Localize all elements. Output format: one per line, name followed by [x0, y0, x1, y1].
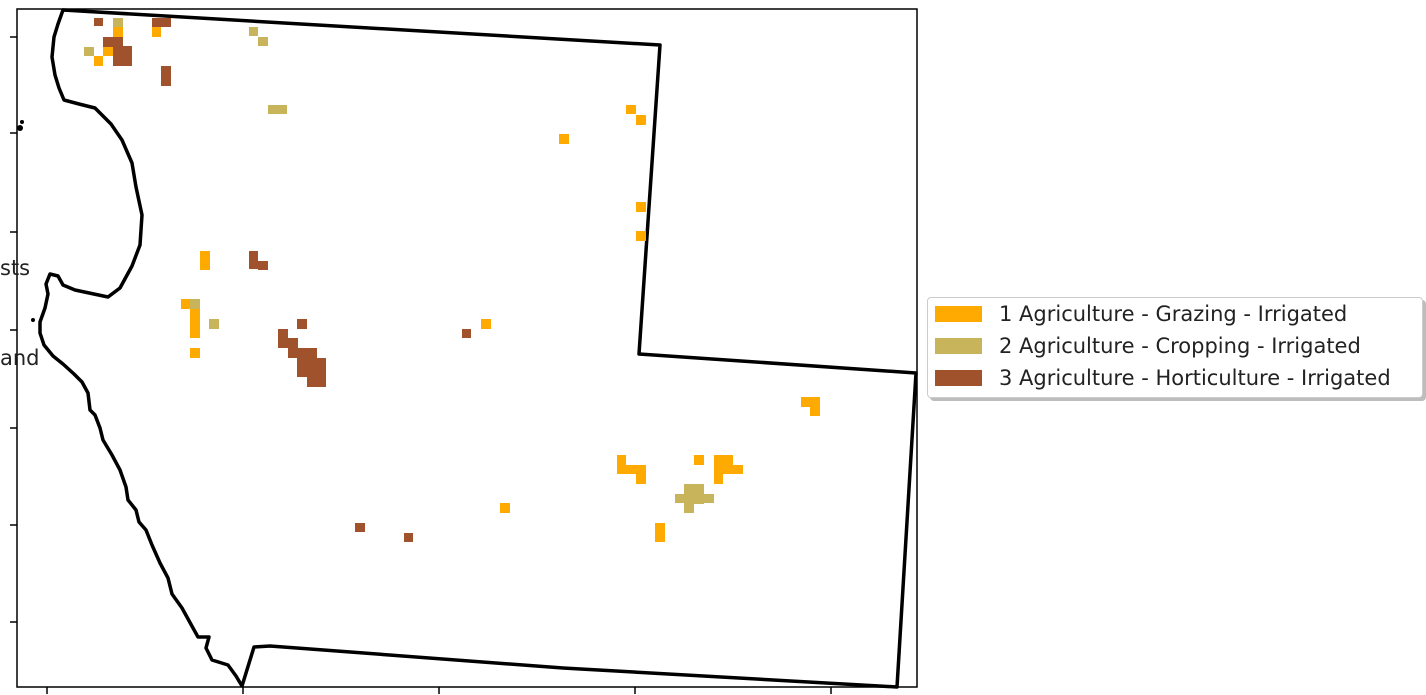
legend: 1 Agriculture - Grazing - Irrigated 2 Ag… — [927, 297, 1423, 398]
legend-swatch-grazing — [935, 306, 982, 322]
horticulture-cell — [307, 358, 326, 387]
horticulture-cell — [297, 319, 307, 329]
island-dot — [31, 318, 35, 322]
cropping-cell — [675, 494, 714, 503]
grazing-cell — [617, 455, 626, 474]
cropping-cell — [84, 47, 94, 56]
grazing-cell — [190, 348, 200, 358]
horticulture-cell — [249, 251, 258, 269]
land-use-cells — [84, 18, 820, 542]
cropping-cell — [268, 105, 287, 114]
horticulture-cell — [94, 18, 103, 26]
grazing-cell — [801, 397, 820, 407]
cropping-cell — [190, 299, 200, 309]
cropping-cell — [684, 503, 694, 513]
grazing-cell — [714, 474, 723, 484]
cut-off-label: and — [0, 346, 40, 370]
grazing-cell — [810, 406, 820, 416]
map-frame — [16, 8, 918, 688]
grazing-cell — [655, 523, 665, 542]
legend-label: 3 Agriculture - Horticulture - Irrigated — [999, 366, 1391, 390]
grazing-cell — [626, 105, 636, 114]
island-dot — [20, 120, 24, 124]
legend-swatch-horticulture — [935, 370, 982, 386]
cropping-cell — [209, 319, 219, 329]
grazing-cell — [714, 465, 743, 474]
y-axis-ticks — [10, 36, 17, 623]
legend-swatch-cropping — [935, 338, 982, 354]
grazing-cell — [559, 134, 569, 144]
horticulture-cell — [103, 37, 123, 47]
cropping-cell — [113, 18, 123, 28]
legend-label: 1 Agriculture - Grazing - Irrigated — [999, 302, 1348, 326]
grazing-cell — [636, 474, 646, 484]
grazing-cell — [181, 299, 190, 309]
x-axis-ticks — [46, 687, 832, 694]
grazing-cell — [500, 503, 510, 513]
horticulture-cell — [355, 523, 365, 532]
cropping-cell — [249, 27, 258, 36]
cut-off-label: sts — [0, 256, 31, 280]
horticulture-cell — [258, 261, 268, 270]
horticulture-cell — [113, 46, 132, 66]
grazing-cell — [113, 27, 123, 37]
grazing-cell — [481, 319, 491, 329]
cropping-cell — [258, 37, 268, 46]
grazing-cell — [190, 309, 200, 338]
grazing-cell — [636, 115, 646, 125]
grazing-cell — [626, 465, 646, 474]
horticulture-cell — [152, 18, 171, 27]
grazing-cell — [636, 231, 646, 241]
horticulture-cell — [404, 533, 413, 542]
grazing-cell — [94, 56, 103, 66]
horticulture-cell — [288, 338, 298, 358]
horticulture-cell — [278, 329, 288, 348]
grazing-cell — [152, 27, 161, 37]
region-boundary — [38, 8, 918, 689]
legend-label: 2 Agriculture - Cropping - Irrigated — [999, 334, 1361, 358]
horticulture-cell — [462, 329, 471, 338]
grazing-cell — [694, 455, 704, 465]
grazing-cell — [714, 455, 733, 465]
grazing-cell — [103, 47, 113, 56]
island-dot — [17, 125, 23, 131]
grazing-cell — [200, 251, 210, 270]
grazing-cell — [636, 202, 646, 212]
horticulture-cell — [161, 66, 171, 86]
